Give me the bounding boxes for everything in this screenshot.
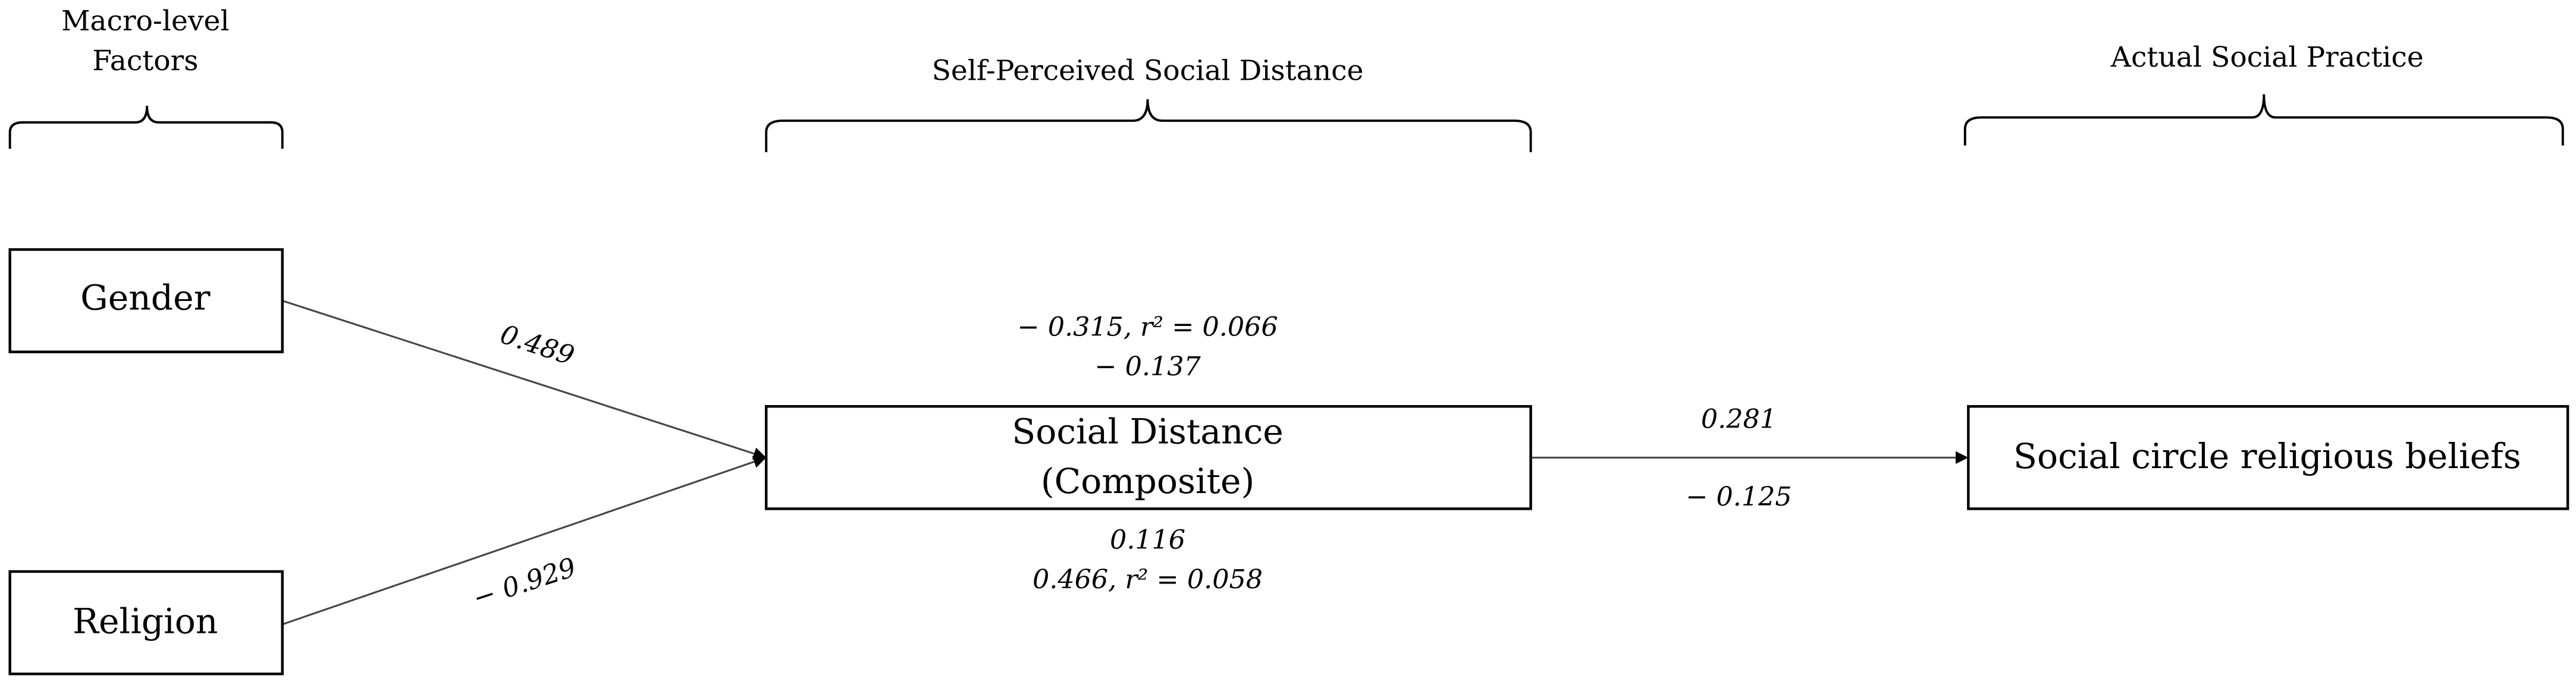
header-text: Actual Social Practice [2110, 41, 2424, 74]
edge-label: 0.489 [497, 319, 578, 372]
node-label: Social circle religious beliefs [2013, 436, 2521, 476]
node-box [764, 405, 1532, 510]
header-text: Self-Perceived Social Distance [932, 54, 1364, 87]
edge-label: − 0.125 [1686, 482, 1791, 512]
node-label: Religion [73, 601, 218, 642]
edge-label: − 0.315, r² = 0.066 [1017, 312, 1278, 342]
node-label: Gender [80, 278, 210, 318]
header-text: Macro-level [61, 5, 229, 37]
edge-label: 0.116 [1110, 525, 1185, 555]
edge-label: 0.281 [1701, 404, 1777, 435]
brace [1963, 94, 2564, 146]
arrow [282, 456, 767, 626]
arrow [282, 300, 767, 460]
brace [765, 99, 1532, 152]
node-box [8, 570, 284, 676]
brace [8, 105, 284, 149]
edge-label: − 0.137 [1094, 352, 1201, 382]
node-label: Social Distance [1012, 411, 1283, 451]
node-label: (Composite) [1041, 461, 1254, 501]
edge-label: 0.466, r² = 0.058 [1033, 564, 1263, 595]
edge-label: − 0.929 [469, 552, 579, 614]
node-box [1967, 405, 2569, 510]
header-text: Factors [92, 45, 198, 77]
node-box [8, 248, 284, 353]
